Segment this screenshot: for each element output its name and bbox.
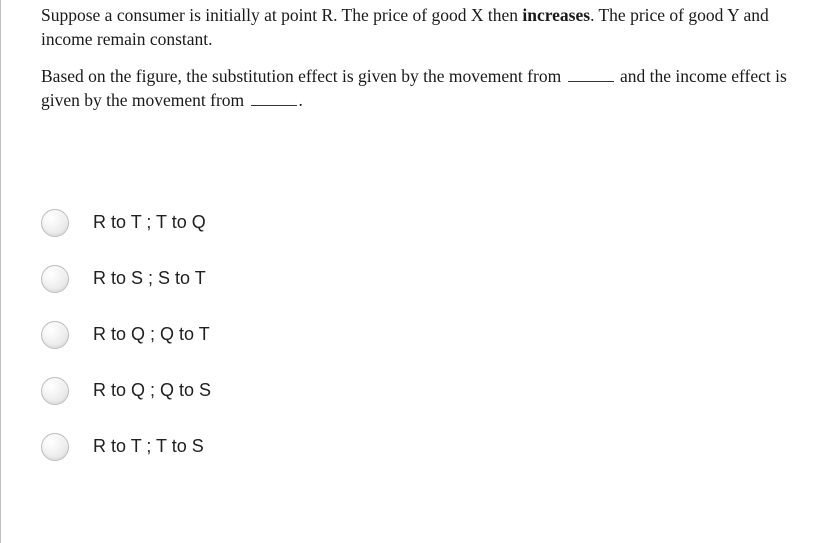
q2-text-end: .: [299, 90, 303, 110]
option-label: R to T ; T to Q: [93, 212, 206, 233]
option-row[interactable]: R to Q ; Q to T: [41, 321, 795, 349]
radio-icon[interactable]: [41, 377, 69, 405]
q2-text-pre: Based on the figure, the substitution ef…: [41, 66, 566, 86]
question-paragraph-2: Based on the figure, the substitution ef…: [41, 65, 795, 112]
q1-text-bold: increases: [522, 5, 590, 25]
option-row[interactable]: R to T ; T to S: [41, 433, 795, 461]
option-row[interactable]: R to S ; S to T: [41, 265, 795, 293]
q1-text-pre: Suppose a consumer is initially at point…: [41, 5, 522, 25]
radio-icon[interactable]: [41, 209, 69, 237]
question-paragraph-1: Suppose a consumer is initially at point…: [41, 4, 795, 51]
options-list: R to T ; T to Q R to S ; S to T R to Q ;…: [41, 209, 795, 461]
option-label: R to Q ; Q to S: [93, 380, 211, 401]
option-label: R to Q ; Q to T: [93, 324, 210, 345]
option-row[interactable]: R to Q ; Q to S: [41, 377, 795, 405]
radio-icon[interactable]: [41, 265, 69, 293]
radio-icon[interactable]: [41, 433, 69, 461]
question-frame: Suppose a consumer is initially at point…: [0, 0, 819, 543]
option-label: R to T ; T to S: [93, 436, 204, 457]
option-row[interactable]: R to T ; T to Q: [41, 209, 795, 237]
option-label: R to S ; S to T: [93, 268, 206, 289]
radio-icon[interactable]: [41, 321, 69, 349]
fill-blank-2: [251, 89, 297, 106]
fill-blank-1: [568, 66, 614, 83]
